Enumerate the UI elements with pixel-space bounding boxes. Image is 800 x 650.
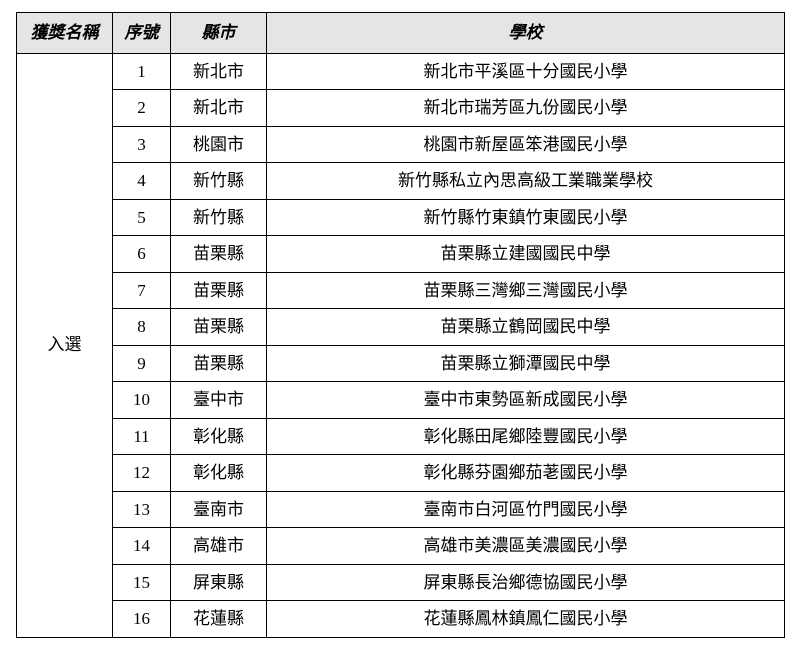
header-county: 縣市 — [171, 13, 267, 54]
seq-cell: 5 — [113, 199, 171, 236]
school-cell: 新北市瑞芳區九份國民小學 — [267, 90, 785, 127]
school-cell: 苗栗縣立建國國民中學 — [267, 236, 785, 273]
table-row: 4新竹縣新竹縣私立內思高級工業職業學校 — [17, 163, 785, 200]
seq-cell: 1 — [113, 53, 171, 90]
seq-cell: 14 — [113, 528, 171, 565]
table-row: 8苗栗縣苗栗縣立鶴岡國民中學 — [17, 309, 785, 346]
table-row: 11彰化縣彰化縣田尾鄉陸豐國民小學 — [17, 418, 785, 455]
county-cell: 新北市 — [171, 53, 267, 90]
seq-cell: 13 — [113, 491, 171, 528]
seq-cell: 12 — [113, 455, 171, 492]
table-body: 入選1新北市新北市平溪區十分國民小學2新北市新北市瑞芳區九份國民小學3桃園市桃園… — [17, 53, 785, 637]
county-cell: 新北市 — [171, 90, 267, 127]
seq-cell: 8 — [113, 309, 171, 346]
school-cell: 苗栗縣立鶴岡國民中學 — [267, 309, 785, 346]
header-award: 獲獎名稱 — [17, 13, 113, 54]
school-cell: 臺南市白河區竹門國民小學 — [267, 491, 785, 528]
table-row: 6苗栗縣苗栗縣立建國國民中學 — [17, 236, 785, 273]
school-cell: 臺中市東勢區新成國民小學 — [267, 382, 785, 419]
table-row: 7苗栗縣苗栗縣三灣鄉三灣國民小學 — [17, 272, 785, 309]
table-row: 2新北市新北市瑞芳區九份國民小學 — [17, 90, 785, 127]
seq-cell: 3 — [113, 126, 171, 163]
county-cell: 新竹縣 — [171, 199, 267, 236]
table-row: 5新竹縣新竹縣竹東鎮竹東國民小學 — [17, 199, 785, 236]
school-cell: 新竹縣私立內思高級工業職業學校 — [267, 163, 785, 200]
award-table: 獲獎名稱 序號 縣市 學校 入選1新北市新北市平溪區十分國民小學2新北市新北市瑞… — [16, 12, 785, 638]
school-cell: 屏東縣長治鄉德協國民小學 — [267, 564, 785, 601]
county-cell: 高雄市 — [171, 528, 267, 565]
county-cell: 臺南市 — [171, 491, 267, 528]
school-cell: 彰化縣芬園鄉茄荖國民小學 — [267, 455, 785, 492]
school-cell: 桃園市新屋區笨港國民小學 — [267, 126, 785, 163]
award-name-cell: 入選 — [17, 53, 113, 637]
county-cell: 彰化縣 — [171, 455, 267, 492]
seq-cell: 9 — [113, 345, 171, 382]
school-cell: 高雄市美濃區美濃國民小學 — [267, 528, 785, 565]
table-row: 12彰化縣彰化縣芬園鄉茄荖國民小學 — [17, 455, 785, 492]
county-cell: 桃園市 — [171, 126, 267, 163]
county-cell: 屏東縣 — [171, 564, 267, 601]
county-cell: 新竹縣 — [171, 163, 267, 200]
school-cell: 苗栗縣立獅潭國民中學 — [267, 345, 785, 382]
table-row: 14高雄市高雄市美濃區美濃國民小學 — [17, 528, 785, 565]
school-cell: 苗栗縣三灣鄉三灣國民小學 — [267, 272, 785, 309]
county-cell: 花蓮縣 — [171, 601, 267, 638]
county-cell: 苗栗縣 — [171, 345, 267, 382]
table-row: 15屏東縣屏東縣長治鄉德協國民小學 — [17, 564, 785, 601]
table-row: 入選1新北市新北市平溪區十分國民小學 — [17, 53, 785, 90]
seq-cell: 6 — [113, 236, 171, 273]
county-cell: 彰化縣 — [171, 418, 267, 455]
table-row: 13臺南市臺南市白河區竹門國民小學 — [17, 491, 785, 528]
table-row: 10臺中市臺中市東勢區新成國民小學 — [17, 382, 785, 419]
seq-cell: 16 — [113, 601, 171, 638]
seq-cell: 7 — [113, 272, 171, 309]
table-header: 獲獎名稱 序號 縣市 學校 — [17, 13, 785, 54]
seq-cell: 2 — [113, 90, 171, 127]
county-cell: 苗栗縣 — [171, 236, 267, 273]
table-row: 16花蓮縣花蓮縣鳳林鎮鳳仁國民小學 — [17, 601, 785, 638]
county-cell: 苗栗縣 — [171, 272, 267, 309]
seq-cell: 15 — [113, 564, 171, 601]
school-cell: 花蓮縣鳳林鎮鳳仁國民小學 — [267, 601, 785, 638]
county-cell: 臺中市 — [171, 382, 267, 419]
seq-cell: 4 — [113, 163, 171, 200]
seq-cell: 11 — [113, 418, 171, 455]
header-seq: 序號 — [113, 13, 171, 54]
table-row: 9苗栗縣苗栗縣立獅潭國民中學 — [17, 345, 785, 382]
header-school: 學校 — [267, 13, 785, 54]
school-cell: 彰化縣田尾鄉陸豐國民小學 — [267, 418, 785, 455]
county-cell: 苗栗縣 — [171, 309, 267, 346]
seq-cell: 10 — [113, 382, 171, 419]
school-cell: 新竹縣竹東鎮竹東國民小學 — [267, 199, 785, 236]
table-row: 3桃園市桃園市新屋區笨港國民小學 — [17, 126, 785, 163]
school-cell: 新北市平溪區十分國民小學 — [267, 53, 785, 90]
